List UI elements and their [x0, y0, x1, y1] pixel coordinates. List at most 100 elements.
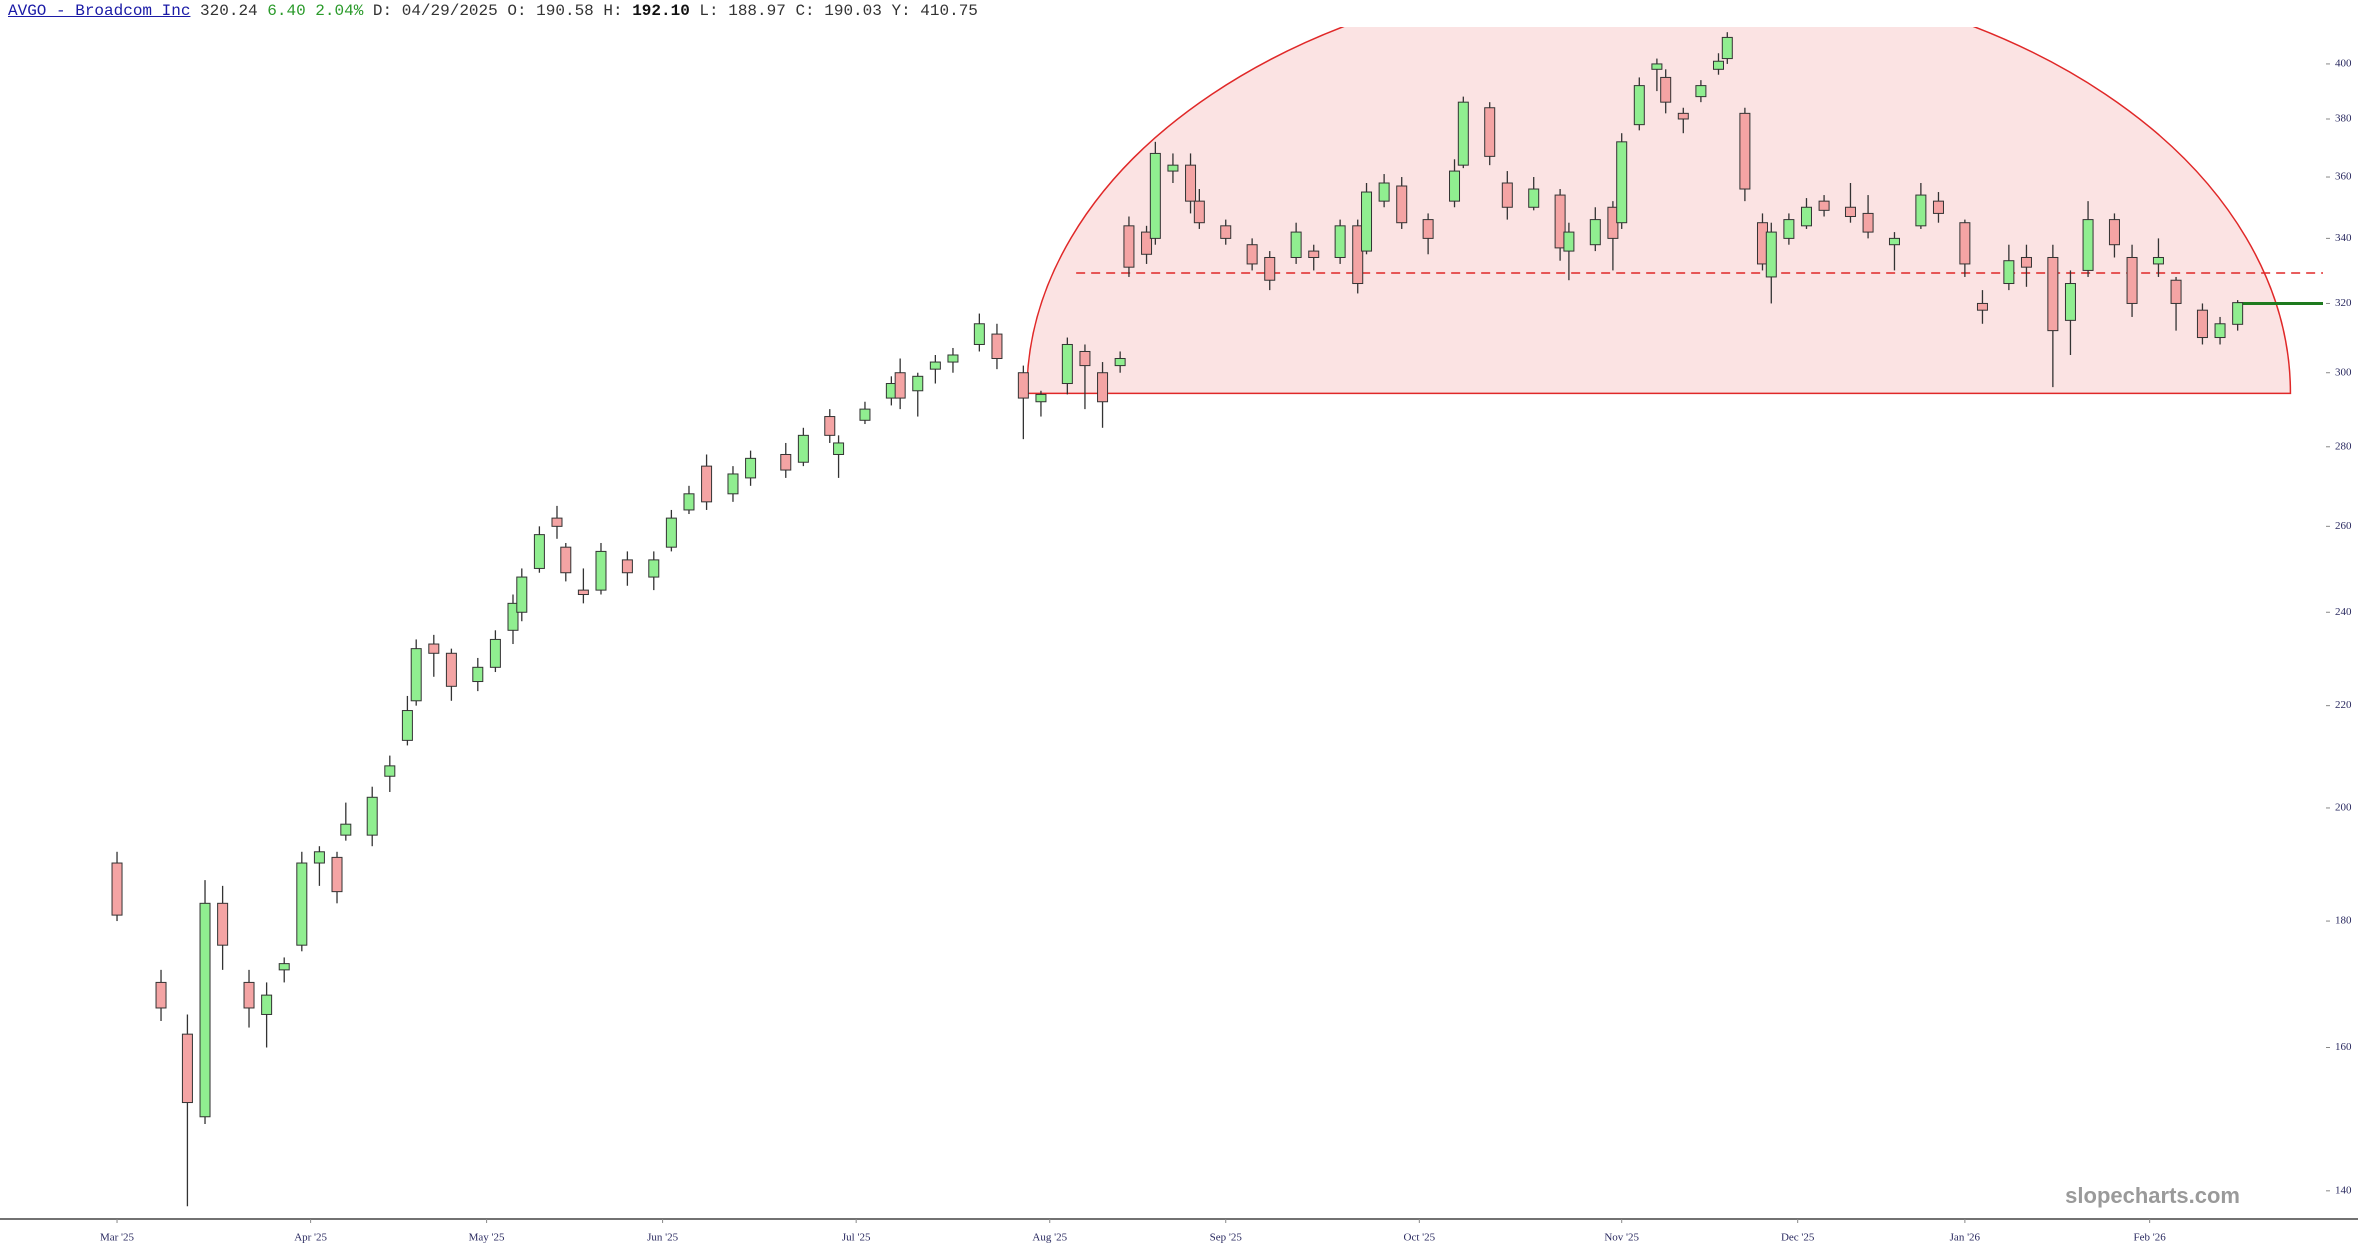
y-tick-label: 140 — [2335, 1184, 2352, 1196]
candle-body — [1264, 256, 1276, 281]
candle-body — [410, 648, 422, 702]
candle-body — [1035, 393, 1047, 403]
field-key: L: — [699, 2, 719, 20]
x-tick-label: Feb '26 — [2134, 1232, 2167, 1244]
candle-body — [2196, 309, 2208, 339]
field-value: 192.10 — [632, 2, 690, 20]
y-tick-label: 160 — [2335, 1041, 2352, 1053]
candle-body — [797, 434, 809, 463]
candle-body — [1651, 63, 1663, 70]
candle-body — [1457, 101, 1469, 166]
candle-body — [1396, 185, 1408, 224]
x-tick-label: Dec '25 — [1781, 1232, 1815, 1244]
candle-body — [665, 517, 677, 548]
candle-body — [111, 862, 123, 916]
change: 6.40 — [267, 2, 306, 20]
ohlc-fields: D: 04/29/2025 O: 190.58 H: 192.10 L: 188… — [363, 2, 978, 20]
candle-body — [894, 372, 906, 399]
candle-body — [833, 442, 845, 455]
candle-body — [489, 638, 501, 668]
candle-body — [2003, 260, 2015, 285]
candle-body — [648, 559, 660, 578]
candle-body — [1449, 170, 1461, 202]
candle-body — [824, 416, 836, 436]
candle-body — [1765, 231, 1777, 278]
x-tick-label: Jul '25 — [842, 1232, 871, 1244]
x-tick-label: Jun '25 — [647, 1232, 679, 1244]
candle-body — [1290, 231, 1302, 258]
candle-body — [1352, 225, 1364, 285]
candle-body — [991, 333, 1003, 360]
candle-body — [683, 493, 695, 511]
field-value: 190.03 — [824, 2, 882, 20]
candle-body — [1334, 225, 1346, 258]
x-tick-label: May '25 — [469, 1232, 505, 1244]
candle-body — [1783, 219, 1795, 239]
x-tick-label: Mar '25 — [100, 1232, 135, 1244]
candle-body — [1484, 107, 1496, 157]
y-tick-label: 320 — [2335, 297, 2352, 309]
candle-body — [1932, 200, 1944, 214]
candle-body — [278, 963, 290, 971]
candle-body — [1528, 188, 1540, 208]
x-tick-label: Apr '25 — [294, 1232, 327, 1244]
candle-body — [1149, 152, 1161, 239]
y-tick-label: 300 — [2335, 366, 2352, 378]
candle-body — [2126, 256, 2138, 304]
candle-body — [947, 354, 959, 363]
candle-body — [1844, 206, 1856, 218]
candle-body — [1739, 112, 1751, 190]
candle-body — [1378, 182, 1390, 202]
candle-body — [366, 796, 378, 836]
candle-body — [1079, 350, 1091, 367]
candle-body — [1185, 164, 1197, 202]
candle-body — [912, 375, 924, 392]
candle-body — [745, 457, 757, 479]
candle-body — [243, 981, 255, 1009]
y-tick-label: 180 — [2335, 915, 2352, 927]
candle-body — [1712, 60, 1724, 70]
candle-body — [973, 323, 985, 345]
symbol-link[interactable]: AVGO - Broadcom Inc — [8, 2, 191, 20]
candle-body — [1563, 231, 1575, 252]
y-tick-label: 220 — [2335, 699, 2352, 711]
candle-body — [384, 765, 396, 777]
candle-body — [1193, 200, 1205, 224]
candle-body — [780, 453, 792, 471]
candle-body — [1361, 191, 1373, 252]
field-key: C: — [795, 2, 815, 20]
x-tick-label: Jan '26 — [1950, 1232, 1981, 1244]
y-tick-label: 340 — [2335, 232, 2352, 244]
candle-body — [1141, 231, 1153, 255]
candle-body — [1123, 225, 1135, 268]
x-tick-label: Aug '25 — [1032, 1232, 1067, 1244]
y-tick-label: 200 — [2335, 801, 2352, 813]
candle-body — [428, 643, 440, 654]
candle-body — [577, 589, 589, 596]
x-tick-label: Nov '25 — [1604, 1232, 1639, 1244]
candle-body — [621, 559, 633, 574]
candle-body — [296, 862, 308, 946]
candle-body — [1501, 182, 1513, 208]
candle-body — [1422, 219, 1434, 239]
candle-body — [1800, 206, 1812, 227]
candle-body — [1818, 200, 1830, 211]
candle-body — [217, 902, 229, 946]
y-tick-label: 240 — [2335, 606, 2352, 618]
candle-body — [1554, 194, 1566, 249]
field-value: 410.75 — [920, 2, 978, 20]
candle-body — [313, 851, 325, 864]
candle-body — [859, 408, 871, 421]
candle-body — [727, 473, 739, 495]
field-key: D: — [372, 2, 393, 20]
candle-body — [1633, 85, 1645, 126]
field-value: 04/29/2025 — [401, 2, 498, 20]
candle-body — [181, 1033, 193, 1104]
candle-body — [1677, 112, 1689, 120]
candle-body — [2232, 302, 2244, 325]
candle-body — [533, 534, 545, 569]
candle-body — [1220, 225, 1232, 239]
candle-body — [2170, 279, 2182, 304]
